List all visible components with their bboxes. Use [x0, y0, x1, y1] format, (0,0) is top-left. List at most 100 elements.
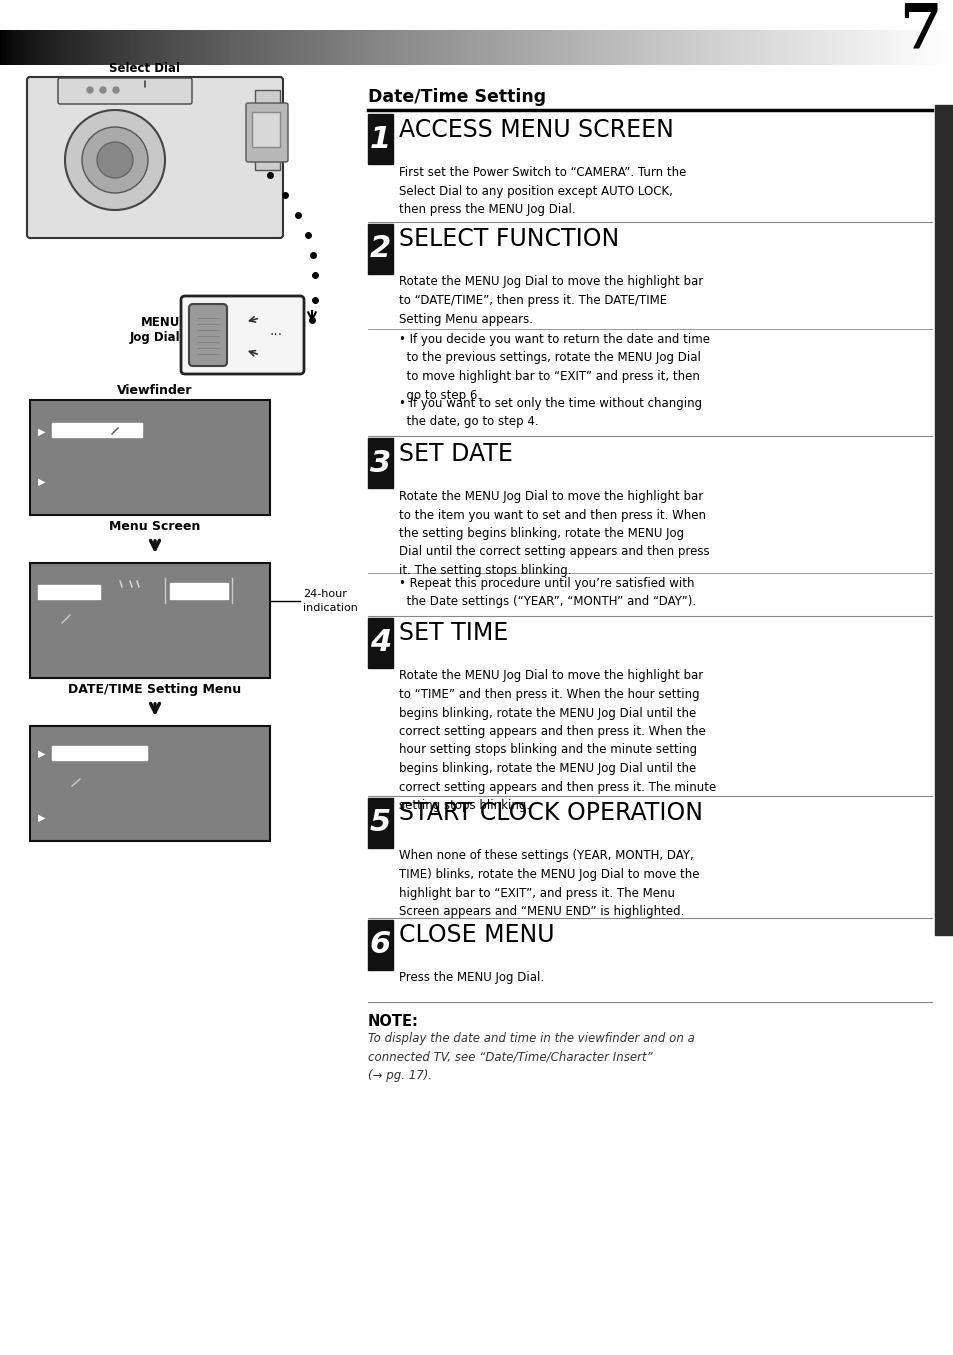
Bar — [856, 30, 859, 65]
Bar — [11, 30, 15, 65]
Bar — [238, 30, 241, 65]
Bar — [877, 30, 880, 65]
Bar — [598, 30, 601, 65]
Bar — [202, 30, 206, 65]
Text: First set the Power Switch to “CAMERA”. Turn the
Select Dial to any position exc: First set the Power Switch to “CAMERA”. … — [398, 167, 685, 215]
Bar — [577, 30, 579, 65]
Bar — [817, 30, 821, 65]
Bar — [131, 30, 134, 65]
Bar — [305, 30, 308, 65]
Bar — [364, 30, 368, 65]
Bar — [262, 30, 265, 65]
Bar — [221, 30, 225, 65]
Text: ···: ··· — [270, 328, 283, 341]
Bar — [312, 30, 315, 65]
Bar — [97, 30, 101, 65]
Bar — [662, 30, 665, 65]
Bar — [369, 30, 373, 65]
Bar — [378, 30, 382, 65]
Bar — [540, 30, 544, 65]
Bar — [658, 30, 660, 65]
FancyBboxPatch shape — [27, 77, 283, 238]
Bar — [198, 30, 201, 65]
Bar — [316, 30, 320, 65]
Bar — [562, 30, 565, 65]
Bar — [712, 30, 716, 65]
Bar — [345, 30, 349, 65]
Bar — [367, 30, 370, 65]
Bar — [114, 30, 117, 65]
Bar — [755, 30, 759, 65]
Bar — [359, 30, 363, 65]
Bar — [891, 30, 894, 65]
Bar — [393, 30, 396, 65]
Bar — [677, 30, 679, 65]
Bar — [729, 30, 732, 65]
Bar — [141, 30, 144, 65]
Bar — [212, 30, 215, 65]
Bar — [329, 30, 332, 65]
Bar — [29, 30, 31, 65]
Bar — [567, 30, 570, 65]
Bar — [798, 30, 801, 65]
Text: Press the MENU Jog Dial.: Press the MENU Jog Dial. — [398, 972, 543, 985]
Bar — [764, 30, 768, 65]
Bar — [913, 30, 916, 65]
Bar — [886, 30, 889, 65]
Bar — [362, 30, 365, 65]
Bar — [381, 30, 384, 65]
Bar — [133, 30, 136, 65]
Bar — [2, 30, 6, 65]
Bar — [693, 30, 697, 65]
Bar — [526, 30, 530, 65]
Bar — [631, 30, 635, 65]
Bar — [929, 30, 932, 65]
Bar — [62, 30, 65, 65]
Bar — [810, 30, 813, 65]
Bar — [443, 30, 446, 65]
Bar — [758, 30, 760, 65]
Bar — [821, 30, 825, 65]
Bar — [824, 30, 827, 65]
Bar — [368, 920, 393, 969]
Bar — [734, 30, 737, 65]
Bar — [683, 30, 687, 65]
Bar — [19, 30, 22, 65]
Bar — [267, 30, 270, 65]
Bar — [319, 30, 322, 65]
Bar — [152, 30, 155, 65]
Bar — [143, 30, 146, 65]
Bar — [529, 30, 532, 65]
Text: ▶: ▶ — [38, 427, 46, 438]
Bar — [193, 30, 196, 65]
Bar — [600, 30, 603, 65]
Bar — [154, 30, 158, 65]
Text: START CLOCK OPERATION: START CLOCK OPERATION — [398, 802, 702, 825]
Bar — [274, 30, 277, 65]
Bar — [357, 30, 360, 65]
Bar — [717, 30, 720, 65]
Bar — [233, 30, 236, 65]
Bar — [646, 30, 649, 65]
Bar — [820, 30, 822, 65]
Bar — [848, 30, 851, 65]
Bar — [281, 30, 284, 65]
Text: 3: 3 — [370, 449, 391, 477]
Bar — [510, 30, 513, 65]
Bar — [438, 30, 441, 65]
Bar — [170, 30, 172, 65]
Bar — [386, 30, 389, 65]
Bar — [583, 30, 587, 65]
Bar — [874, 30, 878, 65]
Bar — [231, 30, 234, 65]
Bar — [181, 30, 184, 65]
Bar — [103, 30, 106, 65]
Bar — [639, 30, 641, 65]
Text: ACCESS MENU SCREEN: ACCESS MENU SCREEN — [398, 118, 673, 142]
Bar — [553, 30, 556, 65]
Bar — [278, 30, 282, 65]
Bar — [343, 30, 346, 65]
Bar — [679, 30, 682, 65]
Bar — [419, 30, 422, 65]
Bar — [351, 30, 354, 65]
